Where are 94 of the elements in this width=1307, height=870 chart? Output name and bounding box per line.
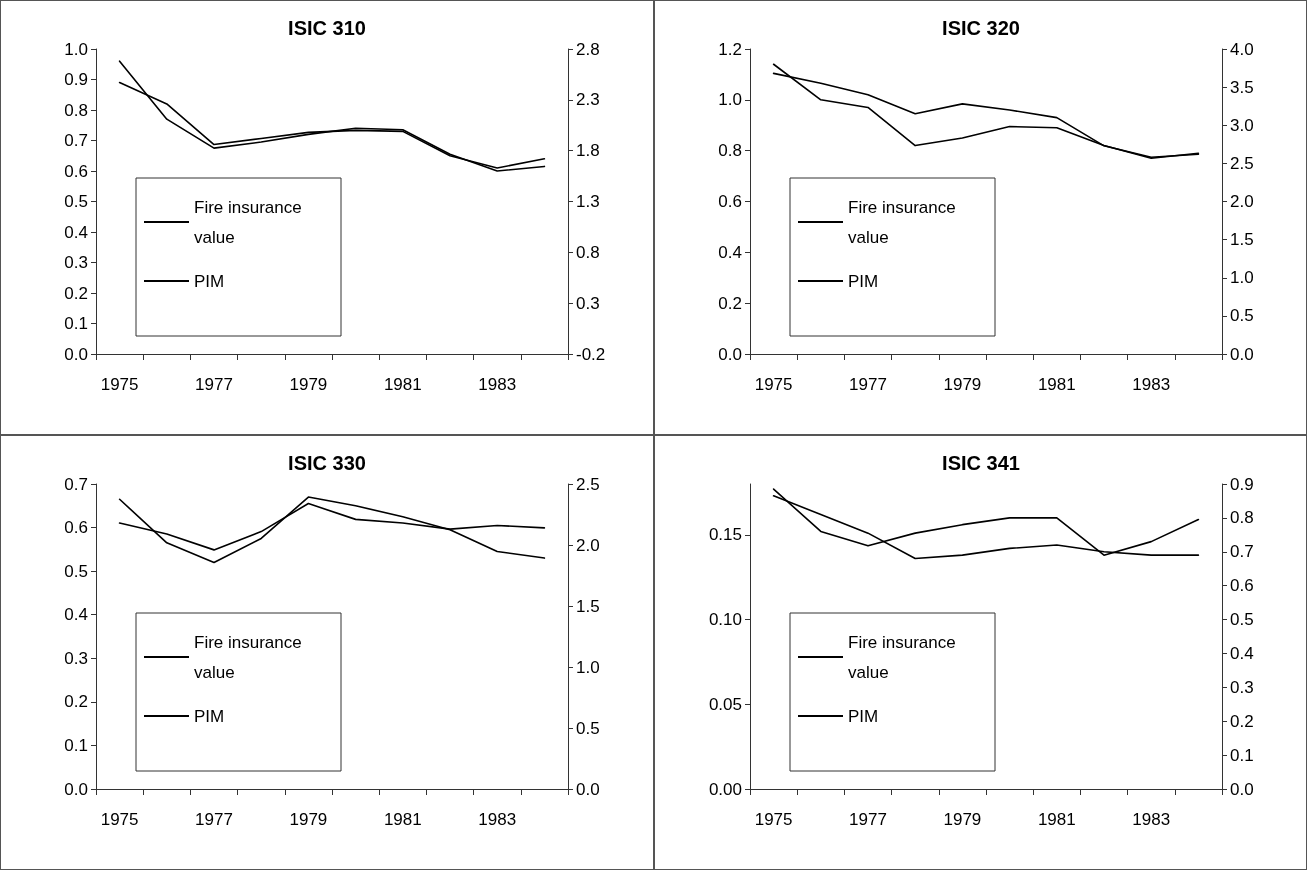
x-tick-label: 1975	[754, 810, 793, 829]
y2-tick-label: 0.0	[1229, 779, 1254, 799]
y-tick-label: 0.0	[64, 344, 88, 364]
y-tick-label: 0.0	[64, 779, 88, 799]
legend-label: PIM	[847, 271, 878, 291]
y2-tick-label: 1.8	[576, 141, 600, 161]
y2-tick-label: 0.0	[1229, 344, 1254, 364]
y2-tick-label: 0.2	[1229, 711, 1254, 731]
y-tick-label: 0.2	[64, 692, 88, 712]
x-tick-label: 1977	[848, 375, 887, 394]
y2-tick-label: 2.8	[576, 39, 600, 59]
x-tick-label: 1975	[100, 810, 139, 829]
y2-tick-label: 1.3	[576, 192, 600, 211]
x-tick-label: 1983	[1131, 375, 1170, 394]
x-tick-label: 1981	[383, 375, 422, 394]
y-tick-label: 0.10	[708, 610, 742, 630]
x-tick-label: 1977	[195, 375, 233, 394]
y-tick-label: 0.8	[64, 100, 88, 120]
y2-tick-label: 0.7	[1229, 542, 1254, 562]
y-tick-label: 0.6	[717, 192, 742, 211]
y-tick-label: 0.6	[64, 161, 88, 181]
x-tick-label: 1979	[289, 375, 328, 394]
y2-tick-label: 0.5	[1229, 610, 1254, 630]
y2-tick-label: 1.5	[1229, 230, 1254, 250]
y-tick-label: 0.5	[64, 192, 88, 211]
y2-tick-label: 0.6	[1229, 576, 1254, 596]
y-tick-label: 1.0	[717, 90, 742, 110]
y-tick-label: 0.1	[64, 314, 88, 333]
x-tick-label: 1983	[478, 810, 517, 829]
y2-tick-label: 0.3	[1229, 677, 1254, 697]
y-tick-label: 0.7	[64, 474, 88, 494]
x-tick-label: 1981	[1037, 810, 1076, 829]
y2-tick-label: 0.8	[1229, 508, 1254, 528]
x-tick-label: 1979	[942, 810, 981, 829]
x-tick-label: 1981	[383, 810, 422, 829]
chart-title: ISIC 310	[288, 17, 366, 39]
legend-label: PIM	[847, 706, 878, 726]
y-tick-label: 0.3	[64, 253, 88, 272]
legend-label: Fire insurance value	[847, 197, 960, 247]
y-tick-label: 1.0	[64, 39, 88, 59]
chart-title: ISIC 320	[941, 17, 1020, 39]
y2-tick-label: 0.9	[1229, 474, 1254, 494]
x-tick-label: 1979	[289, 810, 328, 829]
y-tick-label: 0.7	[64, 131, 88, 150]
y2-tick-label: 3.5	[1229, 77, 1254, 97]
y-tick-label: 0.1	[64, 735, 88, 755]
y2-tick-label: 0.8	[576, 242, 600, 262]
legend-label: PIM	[194, 706, 225, 726]
x-tick-label: 1983	[1131, 810, 1170, 829]
y-tick-label: 0.0	[717, 344, 742, 364]
y2-tick-label: 2.0	[576, 535, 600, 555]
legend-label: PIM	[194, 271, 225, 291]
y-tick-label: 0.00	[708, 779, 742, 799]
y-tick-label: 0.3	[64, 648, 88, 668]
y2-tick-label: 0.0	[576, 779, 600, 799]
y2-tick-label: -0.2	[576, 344, 606, 364]
y2-tick-label: 0.4	[1229, 643, 1254, 663]
y2-tick-label: 1.0	[1229, 268, 1254, 288]
y-tick-label: 0.2	[717, 293, 742, 313]
y-tick-label: 0.2	[64, 283, 88, 303]
x-tick-label: 1977	[195, 810, 233, 829]
y2-tick-label: 3.0	[1229, 115, 1254, 135]
y-tick-label: 0.8	[717, 141, 742, 161]
y-tick-label: 0.05	[708, 694, 742, 714]
y-tick-label: 0.4	[64, 605, 88, 625]
x-tick-label: 1983	[478, 375, 517, 394]
legend-label: Fire insurance value	[847, 632, 960, 682]
x-tick-label: 1975	[754, 375, 793, 394]
y2-tick-label: 0.1	[1229, 745, 1254, 765]
y-tick-label: 0.4	[64, 222, 88, 242]
chart-title: ISIC 341	[941, 452, 1020, 474]
y2-tick-label: 1.5	[576, 596, 600, 616]
x-tick-label: 1979	[942, 375, 981, 394]
y2-tick-label: 2.5	[1229, 153, 1254, 173]
chart-title: ISIC 330	[288, 452, 366, 474]
y2-tick-label: 2.5	[576, 474, 600, 494]
y-tick-label: 1.2	[717, 39, 742, 59]
x-tick-label: 1977	[848, 810, 887, 829]
y-tick-label: 0.5	[64, 561, 88, 581]
y2-tick-label: 2.3	[576, 90, 600, 110]
y2-tick-label: 0.3	[576, 293, 600, 313]
x-tick-label: 1981	[1037, 375, 1076, 394]
y2-tick-label: 2.0	[1229, 192, 1254, 211]
y2-tick-label: 0.5	[576, 718, 600, 738]
y-tick-label: 0.9	[64, 70, 88, 89]
y2-tick-label: 1.0	[576, 657, 600, 677]
x-tick-label: 1975	[100, 375, 139, 394]
y2-tick-label: 4.0	[1229, 39, 1254, 59]
legend-label: Fire insurance value	[194, 632, 307, 682]
y-tick-label: 0.15	[708, 525, 742, 545]
y-tick-label: 0.6	[64, 518, 88, 538]
y-tick-label: 0.4	[717, 242, 742, 262]
y2-tick-label: 0.5	[1229, 306, 1254, 326]
legend-label: Fire insurance value	[194, 197, 307, 247]
